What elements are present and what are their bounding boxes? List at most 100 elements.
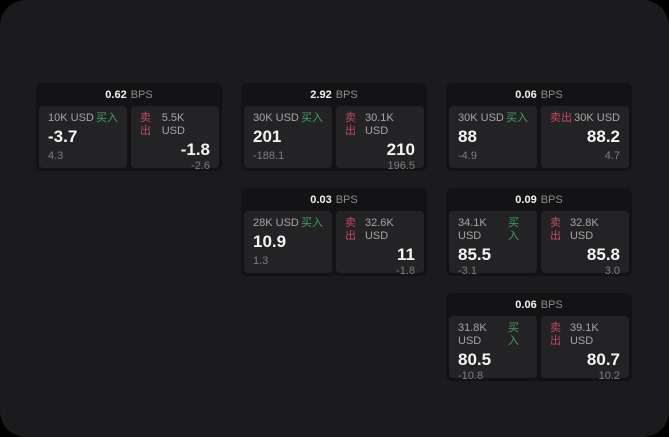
- quote-panels: 34.1K USD 买入 85.5 -3.1 卖出 32.8K USD 85.8…: [446, 211, 632, 277]
- bps-value: 0.62: [105, 88, 127, 101]
- buy-amount: 31.8K USD: [458, 322, 487, 347]
- buy-quote-panel[interactable]: 31.8K USD 买入 80.5 -10.8: [449, 316, 537, 382]
- quote-card: 0.62 BPS 10K USD 买入 -3.7 4.3 卖出 5.5K USD…: [36, 83, 222, 172]
- buy-delta: 1.3: [253, 255, 269, 267]
- sell-side-label: 卖出: [550, 217, 561, 242]
- quote-card: 0.06 BPS 30K USD 买入 88 -4.9 卖出 30K USD 8…: [446, 83, 632, 171]
- buy-side-label: 买入: [506, 112, 528, 124]
- buy-quote-panel[interactable]: 28K USD 买入 10.9 1.3: [244, 211, 332, 273]
- buy-amount: 28K USD: [253, 217, 299, 229]
- bps-unit: BPS: [540, 298, 563, 311]
- buy-side-label: 买入: [301, 112, 323, 124]
- sell-panel-top: 卖出 30.1K USD: [345, 112, 415, 138]
- bps-header: 0.62 BPS: [36, 83, 222, 106]
- quote-panels: 31.8K USD 买入 80.5 -10.8 卖出 39.1K USD 80.…: [446, 316, 632, 382]
- sell-panel-top: 卖出 32.8K USD: [550, 217, 620, 243]
- sell-delta: 3.0: [604, 265, 620, 277]
- bps-header: 0.09 BPS: [446, 188, 632, 211]
- buy-delta: -4.9: [458, 150, 477, 162]
- quote-panels: 30K USD 买入 201 -188.1 卖出 30.1K USD 210 1…: [241, 106, 427, 172]
- sell-delta: 4.7: [604, 150, 620, 162]
- sell-price: 80.7: [586, 350, 620, 369]
- buy-panel-top: 30K USD 买入: [458, 112, 528, 125]
- quote-panels: 30K USD 买入 88 -4.9 卖出 30K USD 88.2 4.7: [446, 106, 632, 171]
- buy-quote-panel[interactable]: 30K USD 买入 88 -4.9: [449, 106, 537, 168]
- quote-card: 0.09 BPS 34.1K USD 买入 85.5 -3.1 卖出 32.8K…: [446, 188, 632, 277]
- sell-panel-top: 卖出 32.6K USD: [345, 217, 415, 243]
- sell-side-label: 卖出: [345, 217, 356, 242]
- sell-price: 88.2: [586, 127, 620, 146]
- buy-price: -3.7: [48, 127, 78, 146]
- quote-card: 0.06 BPS 31.8K USD 买入 80.5 -10.8 卖出 39.1…: [446, 293, 632, 382]
- sell-price: -1.8: [180, 140, 210, 159]
- bps-header: 0.06 BPS: [446, 293, 632, 316]
- sell-quote-panel[interactable]: 卖出 5.5K USD -1.8 -2.6: [131, 106, 219, 172]
- sell-delta: -2.6: [191, 160, 210, 172]
- buy-quote-panel[interactable]: 10K USD 买入 -3.7 4.3: [39, 106, 127, 168]
- buy-price: 10.9: [253, 232, 287, 251]
- sell-price: 11: [397, 245, 415, 264]
- sell-quote-panel[interactable]: 卖出 30K USD 88.2 4.7: [541, 106, 629, 168]
- quote-panels: 28K USD 买入 10.9 1.3 卖出 32.6K USD 11 -1.8: [241, 211, 427, 277]
- buy-side-label: 买入: [96, 112, 118, 124]
- buy-delta: -188.1: [253, 150, 285, 162]
- quote-card: 2.92 BPS 30K USD 买入 201 -188.1 卖出 30.1K …: [241, 83, 427, 172]
- sell-panel-top: 卖出 39.1K USD: [550, 322, 620, 348]
- buy-amount: 34.1K USD: [458, 217, 487, 242]
- buy-price: 88: [458, 127, 477, 146]
- sell-side-label: 卖出: [550, 112, 572, 124]
- sell-panel-top: 卖出 30K USD: [550, 112, 620, 125]
- sell-amount: 5.5K USD: [161, 112, 185, 137]
- buy-delta: -3.1: [458, 265, 477, 277]
- buy-side-label: 买入: [508, 217, 520, 242]
- sell-side-label: 卖出: [550, 322, 561, 347]
- bps-unit: BPS: [130, 88, 153, 101]
- sell-quote-panel[interactable]: 卖出 30.1K USD 210 196.5: [336, 106, 424, 172]
- sell-amount: 32.6K USD: [364, 217, 394, 242]
- sell-delta: 10.2: [598, 370, 620, 382]
- buy-panel-top: 34.1K USD 买入: [458, 217, 528, 243]
- bps-unit: BPS: [540, 193, 563, 206]
- sell-price: 210: [386, 140, 415, 159]
- buy-panel-top: 10K USD 买入: [48, 112, 118, 125]
- bps-header: 0.06 BPS: [446, 83, 632, 106]
- sell-side-label: 卖出: [345, 112, 356, 137]
- buy-quote-panel[interactable]: 30K USD 买入 201 -188.1: [244, 106, 332, 168]
- bps-header: 0.03 BPS: [241, 188, 427, 211]
- bps-value: 2.92: [310, 88, 332, 101]
- buy-delta: 4.3: [48, 150, 64, 162]
- buy-amount: 30K USD: [253, 112, 299, 124]
- sell-amount: 30K USD: [574, 112, 620, 124]
- bps-header: 2.92 BPS: [241, 83, 427, 106]
- buy-quote-panel[interactable]: 34.1K USD 买入 85.5 -3.1: [449, 211, 537, 277]
- sell-amount: 32.8K USD: [569, 217, 599, 242]
- buy-amount: 10K USD: [48, 112, 94, 124]
- sell-amount: 30.1K USD: [364, 112, 394, 137]
- quote-card: 0.03 BPS 28K USD 买入 10.9 1.3 卖出 32.6K US…: [241, 188, 427, 277]
- buy-panel-top: 28K USD 买入: [253, 217, 323, 230]
- buy-delta: -10.8: [458, 370, 484, 382]
- sell-amount: 39.1K USD: [569, 322, 599, 347]
- sell-delta: -1.8: [396, 265, 415, 277]
- sell-quote-panel[interactable]: 卖出 39.1K USD 80.7 10.2: [541, 316, 629, 382]
- sell-side-label: 卖出: [140, 112, 151, 137]
- buy-side-label: 买入: [301, 217, 323, 229]
- buy-amount: 30K USD: [458, 112, 504, 124]
- bps-value: 0.03: [310, 193, 332, 206]
- sell-panel-top: 卖出 5.5K USD: [140, 112, 210, 138]
- bps-value: 0.06: [515, 88, 537, 101]
- buy-panel-top: 31.8K USD 买入: [458, 322, 528, 348]
- bps-value: 0.06: [515, 298, 537, 311]
- quote-panels: 10K USD 买入 -3.7 4.3 卖出 5.5K USD -1.8 -2.…: [36, 106, 222, 172]
- sell-quote-panel[interactable]: 卖出 32.8K USD 85.8 3.0: [541, 211, 629, 277]
- bps-unit: BPS: [540, 88, 563, 101]
- bps-value: 0.09: [515, 193, 537, 206]
- buy-side-label: 买入: [508, 322, 520, 347]
- sell-delta: 196.5: [387, 160, 415, 172]
- buy-price: 201: [253, 127, 282, 146]
- buy-panel-top: 30K USD 买入: [253, 112, 323, 125]
- sell-quote-panel[interactable]: 卖出 32.6K USD 11 -1.8: [336, 211, 424, 277]
- buy-price: 85.5: [458, 245, 492, 264]
- bps-unit: BPS: [335, 193, 358, 206]
